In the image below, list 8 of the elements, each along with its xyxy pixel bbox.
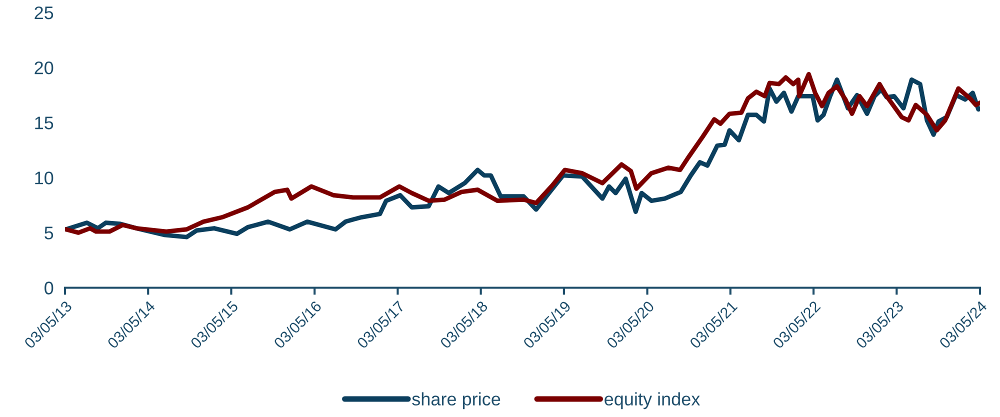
y-tick-label: 10	[35, 172, 54, 184]
y-tick-label: 20	[34, 61, 54, 74]
y-tick-label: 0	[44, 282, 54, 294]
legend-label: equity index	[604, 392, 700, 410]
y-tick-label: 5	[44, 226, 54, 240]
y-tick-label: 25	[34, 6, 54, 20]
y-tick-label: 15	[35, 116, 54, 130]
legend-label: share price	[412, 392, 500, 410]
